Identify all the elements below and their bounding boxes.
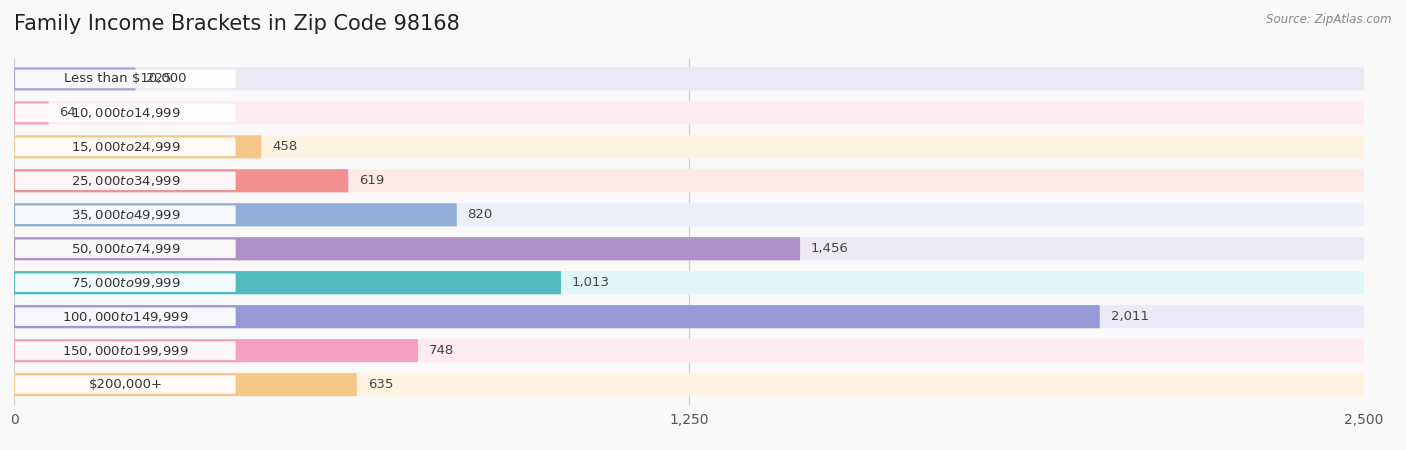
Text: $100,000 to $149,999: $100,000 to $149,999: [62, 310, 188, 324]
Text: $75,000 to $99,999: $75,000 to $99,999: [70, 276, 180, 290]
FancyBboxPatch shape: [14, 271, 561, 294]
FancyBboxPatch shape: [14, 339, 418, 362]
Text: 748: 748: [429, 344, 454, 357]
Text: $35,000 to $49,999: $35,000 to $49,999: [70, 208, 180, 222]
FancyBboxPatch shape: [14, 373, 1364, 396]
FancyBboxPatch shape: [14, 271, 1364, 294]
FancyBboxPatch shape: [15, 70, 236, 88]
FancyBboxPatch shape: [15, 138, 236, 156]
Text: 1,013: 1,013: [572, 276, 610, 289]
FancyBboxPatch shape: [14, 68, 1364, 90]
FancyBboxPatch shape: [15, 274, 236, 292]
FancyBboxPatch shape: [14, 68, 135, 90]
FancyBboxPatch shape: [14, 373, 357, 396]
FancyBboxPatch shape: [14, 101, 49, 124]
FancyBboxPatch shape: [15, 375, 236, 394]
Text: 458: 458: [273, 140, 298, 153]
FancyBboxPatch shape: [15, 206, 236, 224]
FancyBboxPatch shape: [15, 342, 236, 360]
Text: Family Income Brackets in Zip Code 98168: Family Income Brackets in Zip Code 98168: [14, 14, 460, 33]
Text: 64: 64: [59, 106, 76, 119]
FancyBboxPatch shape: [14, 135, 262, 158]
FancyBboxPatch shape: [14, 237, 800, 260]
Text: 619: 619: [359, 174, 384, 187]
FancyBboxPatch shape: [15, 104, 236, 122]
FancyBboxPatch shape: [14, 169, 349, 192]
FancyBboxPatch shape: [14, 169, 1364, 192]
FancyBboxPatch shape: [14, 305, 1364, 328]
FancyBboxPatch shape: [14, 135, 1364, 158]
Text: 635: 635: [368, 378, 394, 391]
Text: 1,456: 1,456: [811, 242, 849, 255]
Text: 820: 820: [468, 208, 494, 221]
Text: 2,011: 2,011: [1111, 310, 1149, 323]
Text: Less than $10,000: Less than $10,000: [65, 72, 187, 86]
FancyBboxPatch shape: [15, 239, 236, 258]
FancyBboxPatch shape: [14, 237, 1364, 260]
FancyBboxPatch shape: [15, 171, 236, 190]
Text: $10,000 to $14,999: $10,000 to $14,999: [70, 106, 180, 120]
Text: Source: ZipAtlas.com: Source: ZipAtlas.com: [1267, 14, 1392, 27]
Text: 225: 225: [146, 72, 172, 86]
FancyBboxPatch shape: [14, 203, 1364, 226]
Text: $15,000 to $24,999: $15,000 to $24,999: [70, 140, 180, 154]
Text: $150,000 to $199,999: $150,000 to $199,999: [62, 344, 188, 358]
FancyBboxPatch shape: [14, 305, 1099, 328]
Text: $50,000 to $74,999: $50,000 to $74,999: [70, 242, 180, 256]
FancyBboxPatch shape: [14, 339, 1364, 362]
FancyBboxPatch shape: [14, 203, 457, 226]
FancyBboxPatch shape: [15, 307, 236, 326]
Text: $25,000 to $34,999: $25,000 to $34,999: [70, 174, 180, 188]
Text: $200,000+: $200,000+: [89, 378, 163, 391]
FancyBboxPatch shape: [14, 101, 1364, 124]
